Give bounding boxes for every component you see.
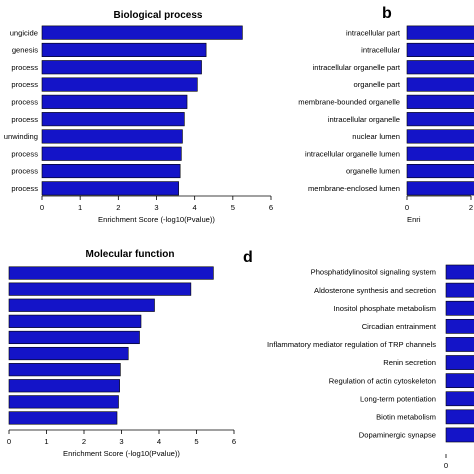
category-label: intracellular organelle bbox=[328, 115, 400, 124]
chart-title: Biological process bbox=[114, 10, 203, 21]
category-label: process bbox=[11, 167, 38, 176]
category-label: unwinding bbox=[4, 132, 38, 141]
category-label: Aldosterone synthesis and secretion bbox=[314, 286, 436, 295]
bar bbox=[41, 42, 207, 57]
bar bbox=[8, 379, 120, 393]
x-axis-label: Enrichment Score (-log10(Pvalue)) bbox=[98, 215, 215, 224]
panel-4: d Phosphatidylinositol signaling system Al… bbox=[243, 249, 474, 470]
bar bbox=[406, 60, 474, 75]
panel-letter: b bbox=[382, 5, 392, 22]
panel-3: Molecular function 0 1 2 3 4 5 6 Enrichment Scor… bbox=[7, 249, 236, 458]
panel-letter: d bbox=[243, 249, 253, 266]
bar bbox=[41, 164, 181, 179]
x-tick-label: 3 bbox=[154, 203, 158, 212]
bar bbox=[406, 181, 474, 196]
x-tick-label: 2 bbox=[469, 203, 473, 212]
x-axis-label: Enrichment Score (-log10(Pvalue)) bbox=[63, 449, 180, 458]
category-label: Regulation of actin cytoskeleton bbox=[329, 376, 436, 385]
panel-2: b intracellular part intracellular intracel… bbox=[298, 5, 474, 224]
x-tick-label: 0 bbox=[405, 203, 409, 212]
bar bbox=[406, 129, 474, 144]
bar bbox=[406, 77, 474, 92]
panel-1: Biological process ungicide genesis process… bbox=[4, 10, 273, 224]
category-label: Biotin metabolism bbox=[376, 412, 436, 421]
x-tick-label: 2 bbox=[116, 203, 120, 212]
category-label: intracellular organelle lumen bbox=[305, 149, 400, 158]
bar bbox=[445, 300, 474, 316]
bar bbox=[8, 363, 121, 377]
bar bbox=[445, 391, 474, 407]
category-label: Inositol phosphate metabolism bbox=[333, 304, 436, 313]
x-tick-label: 0 bbox=[40, 203, 44, 212]
x-tick-label: 2 bbox=[82, 437, 86, 446]
x-tick-label: 5 bbox=[231, 203, 235, 212]
x-tick-label: 4 bbox=[193, 203, 197, 212]
category-label: Long-term potentiation bbox=[360, 394, 436, 403]
bar bbox=[41, 129, 183, 144]
bar bbox=[8, 298, 155, 312]
bar bbox=[8, 395, 119, 409]
x-tick-label: 1 bbox=[44, 437, 48, 446]
x-tick-label: 5 bbox=[194, 437, 198, 446]
category-label: organelle part bbox=[354, 80, 401, 89]
category-label: intracellular organelle part bbox=[313, 63, 401, 72]
x-tick-label: 0 bbox=[444, 461, 448, 470]
bar bbox=[8, 330, 140, 345]
x-tick-label: 1 bbox=[78, 203, 82, 212]
bar bbox=[445, 373, 474, 389]
category-label: intracellular bbox=[361, 46, 400, 55]
bar bbox=[406, 94, 474, 109]
category-label: process bbox=[11, 115, 38, 124]
bar bbox=[8, 411, 118, 425]
bar bbox=[41, 60, 202, 75]
category-label: ungicide bbox=[10, 28, 38, 37]
chart-title: Molecular function bbox=[86, 249, 175, 260]
category-label: intracellular part bbox=[346, 28, 401, 37]
x-axis-label: Enri bbox=[407, 215, 421, 224]
bar bbox=[445, 337, 474, 352]
bar bbox=[41, 146, 182, 161]
x-tick-label: 4 bbox=[157, 437, 161, 446]
category-label: Renin secretion bbox=[383, 358, 436, 367]
bar bbox=[445, 355, 474, 370]
x-tick-label: 3 bbox=[119, 437, 123, 446]
bar bbox=[406, 164, 474, 179]
category-label: organelle lumen bbox=[346, 167, 400, 176]
category-label: Phosphatidylinositol signaling system bbox=[311, 268, 436, 277]
bar bbox=[8, 266, 214, 280]
bar bbox=[41, 25, 243, 40]
bar bbox=[406, 112, 474, 127]
bar bbox=[41, 181, 179, 196]
category-label: process bbox=[11, 97, 38, 106]
category-label: process bbox=[11, 149, 38, 158]
category-label: Circadian entrainment bbox=[362, 322, 437, 331]
bar bbox=[406, 42, 474, 57]
bar bbox=[406, 146, 474, 161]
bar bbox=[445, 318, 474, 334]
category-label: Dopaminergic synapse bbox=[359, 431, 436, 440]
bar bbox=[8, 314, 142, 328]
category-label: process bbox=[11, 63, 38, 72]
bar bbox=[41, 94, 188, 109]
bar bbox=[8, 346, 129, 361]
category-label: Inflammatory mediator regulation of TRP … bbox=[267, 340, 436, 349]
bar bbox=[445, 264, 474, 280]
bar bbox=[445, 282, 474, 298]
bar bbox=[41, 112, 185, 127]
category-label: process bbox=[11, 184, 38, 193]
x-tick-label: 6 bbox=[269, 203, 273, 212]
bar bbox=[445, 409, 474, 425]
category-label: membrane-enclosed lumen bbox=[308, 184, 400, 193]
category-label: genesis bbox=[12, 46, 38, 55]
category-label: process bbox=[11, 80, 38, 89]
bar bbox=[41, 77, 198, 92]
bar bbox=[445, 427, 474, 443]
x-tick-label: 0 bbox=[7, 437, 11, 446]
category-label: membrane-bounded organelle bbox=[298, 97, 400, 106]
x-tick-label: 6 bbox=[232, 437, 236, 446]
bar bbox=[406, 25, 474, 40]
category-label: nuclear lumen bbox=[352, 132, 400, 141]
bar bbox=[8, 282, 192, 296]
